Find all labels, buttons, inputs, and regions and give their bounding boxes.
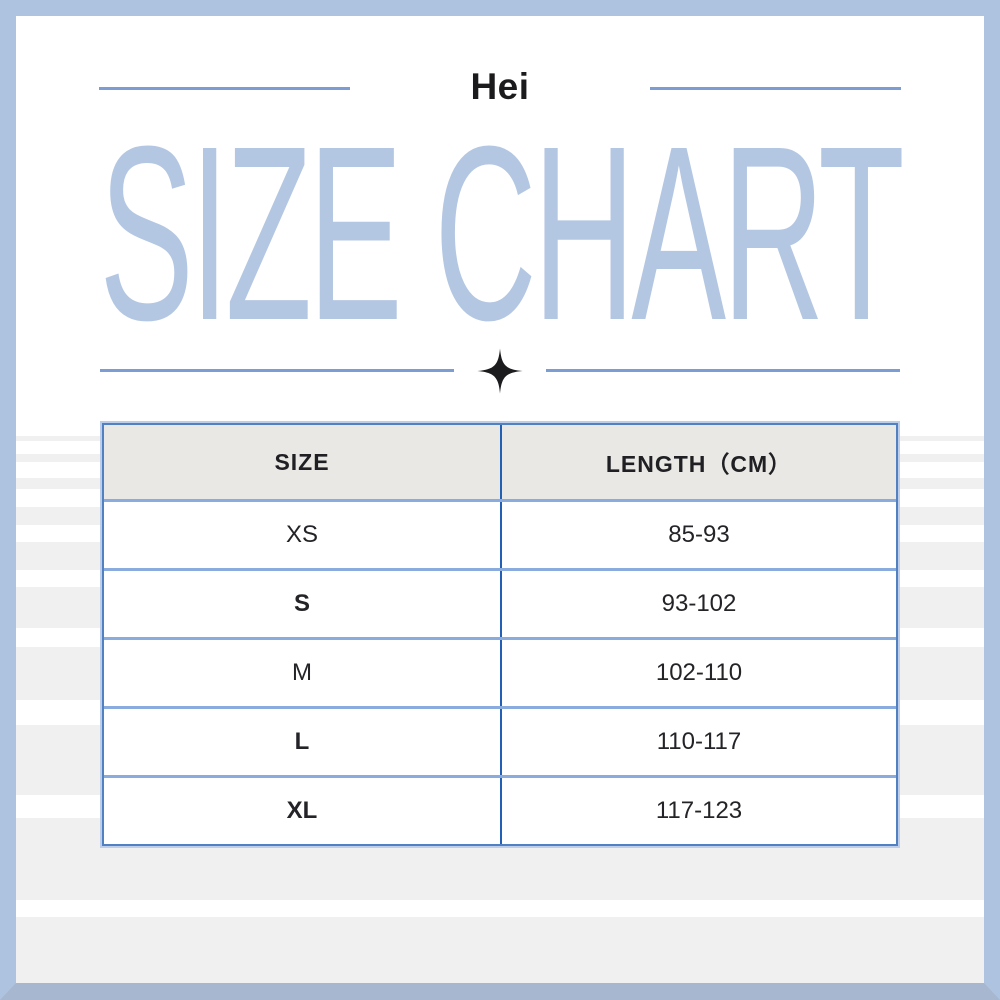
table-header-row: SIZE LENGTH（CM） xyxy=(104,425,896,499)
table-row: L 110-117 xyxy=(104,706,896,775)
title-divider-right xyxy=(546,369,900,372)
page-title: SIZE CHART xyxy=(0,110,1000,359)
title-divider-left xyxy=(100,369,454,372)
brand-divider-left xyxy=(99,87,350,90)
table-body: XS 85-93 S 93-102 M 102-110 L 110-117 XL… xyxy=(104,499,896,844)
sparkle-icon xyxy=(477,348,523,394)
brand-name: Hei xyxy=(470,66,530,107)
length-column-header: LENGTH（CM） xyxy=(500,425,896,499)
table-row: M 102-110 xyxy=(104,637,896,706)
size-cell: XL xyxy=(286,797,318,824)
page-title-text: SIZE CHART xyxy=(99,95,905,374)
size-cell: L xyxy=(294,728,310,755)
size-cell: S xyxy=(293,590,310,617)
table-row: S 93-102 xyxy=(104,568,896,637)
table-row: XS 85-93 xyxy=(104,499,896,568)
size-cell: XS xyxy=(285,521,318,548)
table-row: XL 117-123 xyxy=(104,775,896,844)
size-table: SIZE LENGTH（CM） XS 85-93 S 93-102 M 102-… xyxy=(102,423,898,846)
length-cell: 110-117 xyxy=(500,709,896,775)
size-cell: M xyxy=(292,659,312,686)
brand-divider-right xyxy=(650,87,901,90)
length-cell: 102-110 xyxy=(500,640,896,706)
background-stripe xyxy=(16,917,984,984)
length-cell: 117-123 xyxy=(500,778,896,844)
length-cell: 93-102 xyxy=(500,571,896,637)
size-column-header: SIZE xyxy=(274,448,330,475)
length-cell: 85-93 xyxy=(500,502,896,568)
